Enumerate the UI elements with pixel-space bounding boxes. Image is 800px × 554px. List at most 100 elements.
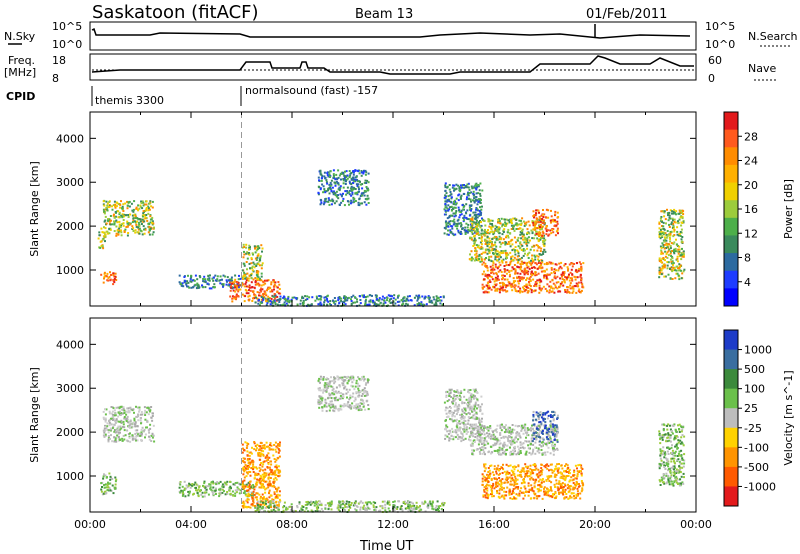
data-cell bbox=[247, 279, 250, 282]
data-cell bbox=[228, 489, 231, 492]
data-cell bbox=[564, 290, 567, 293]
data-cell bbox=[530, 270, 533, 273]
data-cell bbox=[540, 289, 543, 292]
data-cell bbox=[295, 297, 298, 300]
data-cell bbox=[328, 192, 331, 195]
data-cell bbox=[359, 295, 361, 298]
data-cell bbox=[107, 481, 109, 484]
data-cell bbox=[115, 219, 118, 222]
data-cell bbox=[528, 251, 531, 254]
data-cell bbox=[135, 439, 137, 442]
data-cell bbox=[116, 221, 119, 224]
data-cell bbox=[260, 244, 263, 247]
data-cell bbox=[557, 269, 560, 272]
data-cell bbox=[263, 471, 266, 474]
data-cell bbox=[443, 232, 446, 235]
data-cell bbox=[521, 278, 524, 281]
data-cell bbox=[338, 392, 341, 394]
data-cell bbox=[221, 488, 224, 491]
data-cell bbox=[673, 218, 676, 221]
data-cell bbox=[510, 269, 513, 272]
data-cell bbox=[658, 258, 661, 261]
data-cell bbox=[113, 222, 116, 225]
data-cell bbox=[136, 231, 139, 234]
data-cell bbox=[561, 272, 564, 275]
data-cell bbox=[104, 424, 106, 427]
data-cell bbox=[100, 245, 103, 247]
data-cell bbox=[494, 256, 497, 259]
data-cell bbox=[212, 482, 215, 485]
data-cell bbox=[276, 457, 279, 459]
data-cell bbox=[504, 225, 506, 227]
data-cell bbox=[515, 222, 518, 225]
data-cell bbox=[679, 211, 682, 214]
data-cell bbox=[153, 226, 155, 229]
data-cell bbox=[119, 425, 122, 428]
data-cell bbox=[264, 292, 267, 295]
data-cell bbox=[252, 270, 255, 273]
data-cell bbox=[228, 279, 231, 282]
data-cell bbox=[258, 479, 261, 482]
data-cell bbox=[319, 375, 322, 378]
data-cell bbox=[346, 192, 349, 195]
data-cell bbox=[231, 300, 234, 303]
data-cell bbox=[121, 412, 124, 415]
data-cell bbox=[450, 193, 453, 196]
data-cell bbox=[488, 237, 491, 240]
data-cell bbox=[474, 249, 477, 252]
data-cell bbox=[258, 304, 261, 307]
data-cell bbox=[264, 279, 266, 282]
data-cell bbox=[465, 231, 467, 234]
data-cell bbox=[658, 276, 661, 279]
data-cell bbox=[564, 276, 567, 278]
data-cell bbox=[330, 179, 333, 182]
data-cell bbox=[484, 228, 486, 231]
data-cell bbox=[109, 489, 112, 492]
data-cell bbox=[316, 297, 318, 300]
data-cell bbox=[501, 277, 504, 280]
data-cell bbox=[366, 194, 369, 197]
data-cell bbox=[332, 193, 335, 196]
data-cell bbox=[665, 222, 667, 225]
data-cell bbox=[532, 260, 534, 263]
data-cell bbox=[103, 226, 105, 229]
data-cell bbox=[117, 233, 120, 236]
data-cell bbox=[450, 209, 453, 212]
data-cell bbox=[107, 232, 109, 235]
data-cell bbox=[333, 397, 336, 400]
data-cell bbox=[486, 291, 489, 294]
data-cell bbox=[455, 183, 458, 186]
data-cell bbox=[228, 486, 231, 489]
data-cell bbox=[554, 220, 557, 223]
data-cell bbox=[477, 259, 480, 262]
data-cell bbox=[293, 296, 296, 299]
data-cell bbox=[344, 303, 347, 306]
data-cell bbox=[245, 281, 248, 284]
data-cell bbox=[543, 222, 546, 225]
data-cell bbox=[126, 407, 129, 410]
data-cell bbox=[522, 249, 525, 252]
data-cell bbox=[362, 402, 365, 405]
data-cell bbox=[248, 299, 250, 302]
data-cell bbox=[547, 262, 550, 265]
data-cell bbox=[503, 270, 506, 273]
data-cell bbox=[487, 229, 489, 231]
data-cell bbox=[466, 231, 469, 234]
data-cell bbox=[332, 405, 335, 408]
data-cell bbox=[447, 225, 450, 228]
data-cell bbox=[334, 182, 337, 185]
data-cell bbox=[534, 258, 537, 261]
data-cell bbox=[475, 230, 478, 233]
data-cell bbox=[106, 209, 109, 212]
data-cell bbox=[519, 241, 522, 244]
data-cell bbox=[463, 412, 466, 414]
data-cell bbox=[381, 298, 384, 301]
data-cell bbox=[335, 173, 338, 176]
data-cell bbox=[582, 262, 585, 265]
data-cell bbox=[241, 483, 244, 486]
data-cell bbox=[497, 218, 500, 221]
data-cell bbox=[261, 465, 264, 468]
data-cell bbox=[672, 212, 675, 215]
data-cell bbox=[150, 440, 153, 442]
data-cell bbox=[552, 218, 555, 221]
